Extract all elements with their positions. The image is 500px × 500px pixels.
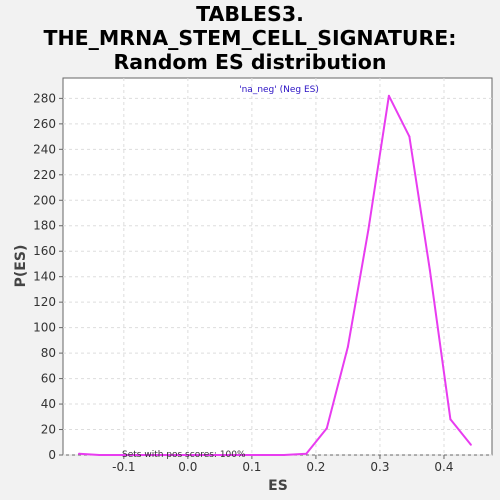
x-axis: -0.1 0.0 0.1 0.2 0.3 0.4 xyxy=(112,455,454,474)
data-point xyxy=(98,454,101,456)
y-tick-label: 280 xyxy=(33,91,56,105)
y-tick-label: 40 xyxy=(41,397,56,411)
x-tick-label: -0.1 xyxy=(112,460,135,474)
data-point xyxy=(78,452,81,455)
data-point xyxy=(118,454,121,456)
chart-title: TABLES3. THE_MRNA_STEM_CELL_SIGNATURE: R… xyxy=(0,2,500,74)
y-axis: 0 20 40 60 80 100 120 140 160 180 200 220 240 260 280 xyxy=(33,91,63,462)
x-tick-label: 0.2 xyxy=(306,460,325,474)
y-tick-label: 260 xyxy=(33,117,56,131)
data-point xyxy=(262,454,265,456)
data-point xyxy=(325,427,328,430)
annotation-note: Sets with pos scores: 100% xyxy=(122,450,246,460)
data-point xyxy=(408,135,411,138)
y-tick-label: 60 xyxy=(41,372,56,386)
y-tick-label: 240 xyxy=(33,142,56,156)
y-tick-label: 160 xyxy=(33,244,56,258)
x-tick-label: 0.3 xyxy=(370,460,389,474)
x-tick-label: 0.1 xyxy=(242,460,261,474)
x-tick-label: 0.0 xyxy=(178,460,197,474)
data-point xyxy=(241,454,244,456)
data-point xyxy=(139,454,142,456)
chart-title-line-3: Random ES distribution xyxy=(113,50,387,74)
x-tick-label: 0.4 xyxy=(434,460,453,474)
data-point xyxy=(428,269,431,272)
grid-lines xyxy=(63,78,492,456)
chart-title-line-2: THE_MRNA_STEM_CELL_SIGNATURE: xyxy=(43,26,457,50)
y-tick-label: 20 xyxy=(41,423,56,437)
data-point xyxy=(346,345,349,348)
y-axis-label: P(ES) xyxy=(13,245,29,288)
y-tick-label: 140 xyxy=(33,270,56,284)
chart-title-line-1: TABLES3. xyxy=(196,2,304,26)
data-point xyxy=(200,454,203,456)
y-tick-label: 200 xyxy=(33,193,56,207)
y-tick-label: 220 xyxy=(33,168,56,182)
data-point xyxy=(367,228,370,231)
data-point xyxy=(469,443,472,446)
x-axis-label: ES xyxy=(268,478,288,494)
data-point xyxy=(387,94,390,97)
data-point xyxy=(221,454,224,456)
y-tick-label: 180 xyxy=(33,219,56,233)
data-point xyxy=(180,454,183,456)
y-tick-label: 100 xyxy=(33,321,56,335)
series-line xyxy=(78,94,472,456)
data-point xyxy=(449,418,452,421)
series-layer xyxy=(78,94,472,456)
y-tick-label: 0 xyxy=(48,448,56,462)
legend-entry: 'na_neg' (Neg ES) xyxy=(239,85,319,95)
y-tick-label: 120 xyxy=(33,295,56,309)
data-point xyxy=(305,452,308,455)
data-point xyxy=(282,454,285,456)
data-point xyxy=(159,454,162,456)
y-tick-label: 80 xyxy=(41,346,56,360)
plot-area xyxy=(62,77,493,456)
